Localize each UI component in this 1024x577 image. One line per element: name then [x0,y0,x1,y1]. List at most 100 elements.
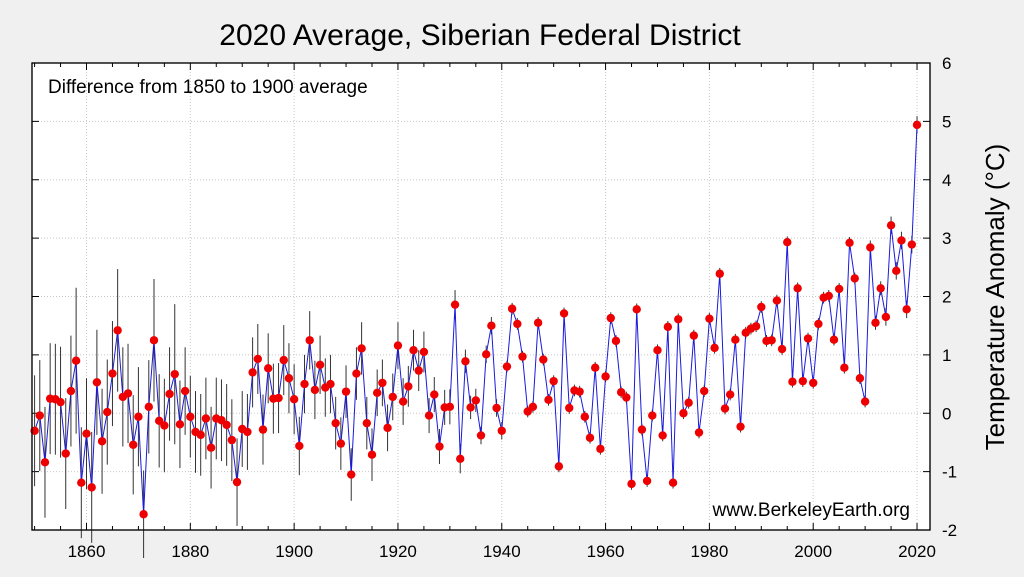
data-point [279,355,288,365]
data-point [544,395,553,405]
data-point [580,412,590,421]
data-point [663,322,673,332]
data-point [487,321,496,330]
data-point [777,344,787,354]
data-point [850,274,859,283]
data-point [35,411,44,420]
data-point [492,403,501,413]
data-point [860,397,870,406]
y-tick-labels: -2 -1 0 1 2 3 4 5 6 [942,54,957,540]
data-point [383,423,392,433]
data-point [186,412,195,421]
data-point [622,393,631,402]
data-point [352,369,361,378]
data-point [912,120,922,130]
data-point [315,360,325,369]
data-point [71,356,81,365]
data-point [77,478,86,487]
data-point [751,322,761,331]
x-tick-label: 1940 [483,542,521,561]
data-point [227,435,237,445]
data-point [165,389,174,399]
data-point [611,336,621,346]
data-point [92,378,102,387]
data-points [30,120,922,519]
data-point [528,402,538,412]
data-point [409,346,418,355]
data-point [461,357,470,366]
y-tick-label: 6 [942,54,951,73]
data-point [834,284,844,294]
data-point [705,314,714,323]
data-point [341,387,351,396]
data-point [679,409,688,418]
data-point [258,425,268,434]
data-point [668,478,678,487]
data-point [549,376,558,386]
data-point [725,390,735,399]
data-point [876,284,885,293]
data-point [814,319,823,329]
data-point [840,363,849,372]
data-point [892,266,901,276]
data-point [466,403,475,412]
data-point [206,443,216,452]
data-point [82,429,91,438]
data-point [201,414,211,423]
data-point [554,462,564,471]
data-point [419,347,429,357]
data-point [596,444,605,454]
data-point [284,374,294,383]
data-point [809,378,818,388]
data-point [798,376,808,386]
data-point [518,352,527,361]
data-point [481,350,491,359]
y-tick-label: -2 [942,521,957,540]
data-point [507,304,517,313]
data-point [263,364,273,373]
data-point [637,425,647,434]
data-point [694,428,704,437]
data-point [274,393,283,403]
data-point [585,433,595,442]
data-point [180,386,190,396]
data-point [232,477,242,487]
x-tick-label: 1960 [587,542,625,561]
data-point [367,450,377,459]
data-point [170,369,179,379]
data-point [430,390,439,399]
y-tick-label: 3 [942,229,951,248]
data-point [456,454,465,463]
data-point [902,305,911,314]
data-point [788,377,797,386]
data-point [87,483,96,492]
data-point [289,395,299,404]
y-tick-label: 2 [942,288,951,307]
data-point [300,379,309,389]
subtitle-annotation: Difference from 1850 to 1900 average [48,77,368,98]
data-point [710,343,719,353]
data-point [772,296,782,305]
x-tick-label: 1880 [171,542,209,561]
data-point [445,402,455,412]
data-point [767,336,776,345]
data-point [108,369,117,378]
data-point [113,326,122,335]
data-point [866,243,875,252]
data-point [326,379,335,389]
data-point [871,318,880,327]
data-point [513,319,522,329]
data-point [414,366,423,375]
data-point [845,238,854,247]
data-point [175,420,185,429]
data-point [684,398,693,407]
data-point [424,411,434,420]
data-point [855,374,865,383]
data-point [627,479,636,489]
y-axis-label: Temperature Anomaly (°C) [980,144,1010,451]
data-point [388,392,397,402]
data-point [881,312,891,322]
data-point [886,221,896,230]
data-point [129,440,138,449]
